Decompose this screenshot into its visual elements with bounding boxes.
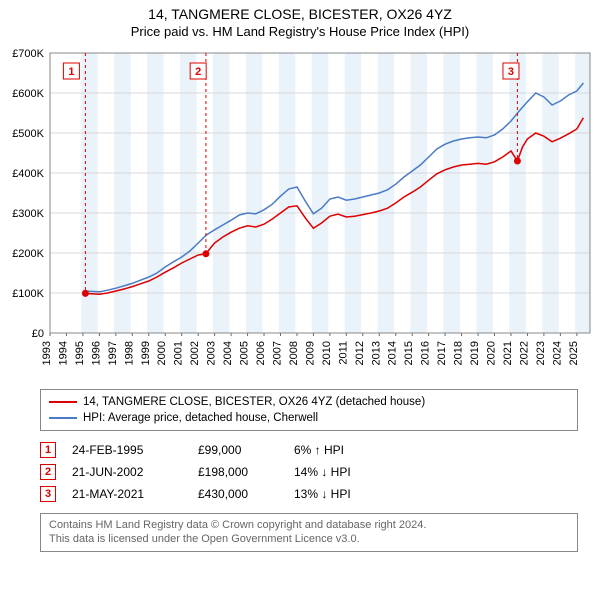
x-tick-label: 2006 [255, 341, 267, 365]
x-tick-label: 2002 [189, 341, 201, 365]
x-tick-label: 2024 [551, 341, 563, 365]
x-tick-label: 2001 [173, 341, 185, 365]
transaction-price: £430,000 [198, 487, 278, 501]
y-tick-label: £100K [12, 288, 44, 300]
legend-swatch [49, 417, 77, 419]
transaction-price: £99,000 [198, 443, 278, 457]
transaction-price: £198,000 [198, 465, 278, 479]
year-band [279, 53, 295, 333]
year-band [180, 53, 196, 333]
x-tick-label: 2025 [568, 341, 580, 365]
marker-badge-number: 1 [68, 66, 74, 78]
x-tick-label: 1997 [107, 341, 119, 365]
legend-row: HPI: Average price, detached house, Cher… [49, 410, 569, 426]
x-tick-label: 2011 [337, 341, 349, 365]
x-tick-label: 1998 [123, 341, 135, 365]
x-tick-label: 2003 [206, 341, 218, 365]
chart-subtitle: Price paid vs. HM Land Registry's House … [0, 24, 600, 39]
x-tick-label: 2008 [288, 341, 300, 365]
marker-dot [82, 290, 89, 297]
marker-dot [202, 250, 209, 257]
x-tick-label: 2023 [535, 341, 547, 365]
marker-badge-number: 2 [195, 66, 201, 78]
transaction-row: 2 21-JUN-2002 £198,000 14% ↓ HPI [40, 461, 578, 483]
footer-line-2: This data is licensed under the Open Gov… [49, 532, 569, 546]
y-tick-label: £600K [12, 88, 44, 100]
transaction-diff: 6% ↑ HPI [294, 443, 404, 457]
y-tick-label: £200K [12, 248, 44, 260]
price-chart: £0 £100K £200K £300K £400K £500K £600K £700K 199… [0, 43, 600, 383]
x-tick-label: 2009 [304, 341, 316, 365]
x-tick-label: 1995 [74, 341, 86, 365]
transaction-badge: 1 [40, 442, 56, 458]
x-tick-label: 2004 [222, 341, 234, 365]
year-band [213, 53, 229, 333]
year-band [345, 53, 361, 333]
y-tick-label: £500K [12, 128, 44, 140]
x-tick-label: 2020 [486, 341, 498, 365]
year-band [476, 53, 492, 333]
x-tick-label: 1993 [41, 341, 53, 365]
marker-badge-number: 3 [508, 66, 514, 78]
year-band [246, 53, 262, 333]
x-tick-label: 2014 [387, 341, 399, 365]
x-tick-label: 2000 [156, 341, 168, 365]
x-tick-label: 2010 [321, 341, 333, 365]
x-tick-label: 2005 [239, 341, 251, 365]
transaction-badge: 2 [40, 464, 56, 480]
x-tick-label: 2019 [469, 341, 481, 365]
year-band [575, 53, 590, 333]
year-band [312, 53, 328, 333]
legend-swatch [49, 401, 77, 403]
y-tick-label: £400K [12, 168, 44, 180]
transaction-date: 21-MAY-2021 [72, 487, 182, 501]
y-tick-label: £300K [12, 208, 44, 220]
chart-title: 14, TANGMERE CLOSE, BICESTER, OX26 4YZ [0, 6, 600, 22]
x-tick-label: 2021 [502, 341, 514, 365]
legend-row: 14, TANGMERE CLOSE, BICESTER, OX26 4YZ (… [49, 394, 569, 410]
x-tick-label: 2015 [403, 341, 415, 365]
transaction-badge: 3 [40, 486, 56, 502]
legend-label: 14, TANGMERE CLOSE, BICESTER, OX26 4YZ (… [83, 396, 425, 408]
year-band [542, 53, 558, 333]
year-band [411, 53, 427, 333]
x-tick-label: 1996 [90, 341, 102, 365]
year-band [443, 53, 459, 333]
x-tick-label: 2022 [518, 341, 530, 365]
x-tick-label: 2012 [354, 341, 366, 365]
y-tick-label: £0 [32, 328, 44, 340]
transaction-table: 1 24-FEB-1995 £99,000 6% ↑ HPI 2 21-JUN-2002 £… [40, 439, 578, 505]
transaction-row: 1 24-FEB-1995 £99,000 6% ↑ HPI [40, 439, 578, 461]
transaction-diff: 14% ↓ HPI [294, 465, 404, 479]
legend-label: HPI: Average price, detached house, Cher… [83, 412, 318, 424]
x-tick-label: 2007 [271, 341, 283, 365]
x-tick-label: 1994 [57, 341, 69, 365]
x-tick-label: 1999 [140, 341, 152, 365]
year-band [147, 53, 163, 333]
transaction-row: 3 21-MAY-2021 £430,000 13% ↓ HPI [40, 483, 578, 505]
marker-dot [514, 158, 521, 165]
transaction-diff: 13% ↓ HPI [294, 487, 404, 501]
transaction-date: 24-FEB-1995 [72, 443, 182, 457]
legend: 14, TANGMERE CLOSE, BICESTER, OX26 4YZ (… [40, 389, 578, 431]
y-tick-label: £700K [12, 48, 44, 60]
x-tick-label: 2016 [420, 341, 432, 365]
x-tick-label: 2017 [436, 341, 448, 365]
x-tick-label: 2018 [453, 341, 465, 365]
transaction-date: 21-JUN-2002 [72, 465, 182, 479]
x-tick-label: 2013 [370, 341, 382, 365]
footer-line-1: Contains HM Land Registry data © Crown c… [49, 518, 569, 532]
attribution-footer: Contains HM Land Registry data © Crown c… [40, 513, 578, 552]
chart-area: £0 £100K £200K £300K £400K £500K £600K £700K 199… [0, 43, 600, 383]
